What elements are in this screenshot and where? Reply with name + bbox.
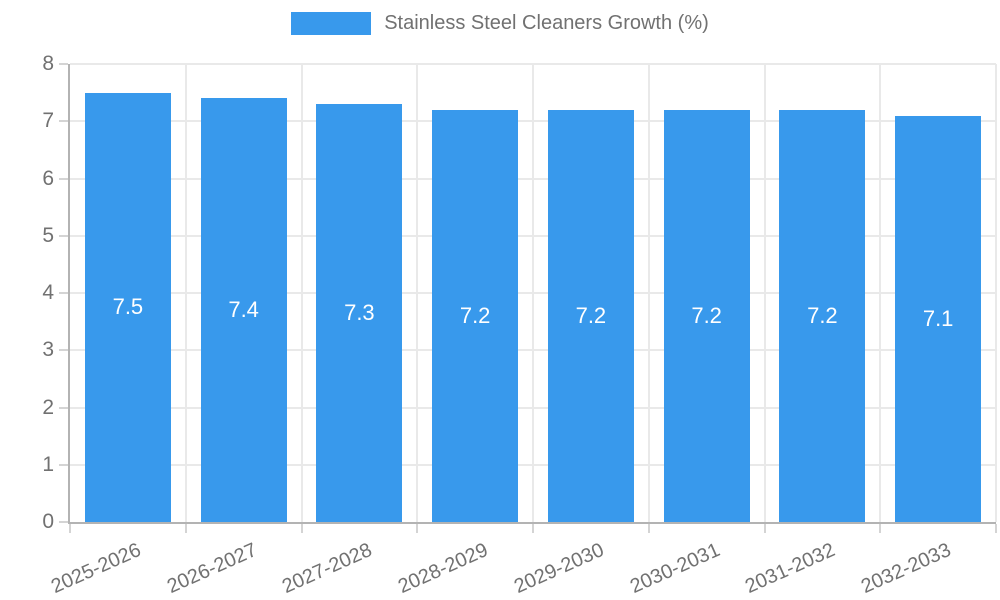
bar-value-label: 7.4 xyxy=(228,297,259,323)
bar[interactable] xyxy=(663,109,750,522)
bar-value-label: 7.1 xyxy=(922,305,954,331)
y-axis-tick-label: 6 xyxy=(42,166,54,190)
x-axis-tick-label: 2031-2032 xyxy=(742,538,839,598)
x-axis-tick xyxy=(879,524,882,533)
y-axis-tick-label: 4 xyxy=(42,281,54,304)
bar[interactable] xyxy=(547,109,634,522)
bar[interactable] xyxy=(316,104,403,522)
y-axis-tick xyxy=(59,349,68,352)
bar-value-label: 7.2 xyxy=(575,302,607,328)
x-axis-tick xyxy=(647,524,650,533)
x-axis-tick-label: 2030-2031 xyxy=(626,538,723,598)
x-axis-tick-label: 2029-2030 xyxy=(510,538,608,598)
y-axis-tick xyxy=(59,406,68,409)
gridline-vertical xyxy=(300,64,303,522)
y-axis-tick-label: 3 xyxy=(42,338,54,362)
x-axis-tick xyxy=(300,524,303,533)
y-axis-tick xyxy=(59,463,68,466)
gridline-vertical xyxy=(879,64,882,522)
x-axis-tick-label: 2028-2029 xyxy=(395,538,492,598)
gridline-vertical xyxy=(184,64,187,522)
legend-swatch-icon xyxy=(291,12,372,35)
bar[interactable] xyxy=(84,92,171,522)
gridline-vertical xyxy=(532,64,534,522)
y-axis-tick xyxy=(59,521,68,523)
chart-legend[interactable]: Stainless Steel Cleaners Growth (%) xyxy=(0,12,1000,35)
x-axis-tick-label: 2025-2026 xyxy=(47,538,145,598)
x-axis-tick-label: 2026-2027 xyxy=(163,538,260,598)
bar[interactable] xyxy=(432,109,519,522)
plot-area: 0 1 2 3 4 5 6 7 8 7.5 2025-2026 7.4 2026-2027 7.3 2027… xyxy=(42,52,997,598)
y-axis-tick xyxy=(59,292,68,294)
x-axis-tick xyxy=(69,524,71,533)
x-axis-tick xyxy=(532,524,534,533)
bar-value-label: 7.5 xyxy=(112,294,144,320)
bar[interactable] xyxy=(200,98,287,522)
x-axis-tick xyxy=(184,524,187,533)
y-axis-tick-label: 7 xyxy=(42,109,54,133)
bar[interactable] xyxy=(779,109,866,522)
gridline-vertical xyxy=(763,64,766,522)
y-axis-tick-label: 8 xyxy=(42,52,54,75)
x-axis-tick-label: 2032-2033 xyxy=(858,538,955,598)
bar-value-label: 7.2 xyxy=(459,302,491,328)
gridline-vertical xyxy=(995,64,997,522)
bar[interactable] xyxy=(895,115,982,522)
y-axis-tick xyxy=(59,120,68,123)
y-axis-tick xyxy=(59,234,68,237)
y-axis-tick-label: 2 xyxy=(42,395,54,419)
y-axis-tick-label: 5 xyxy=(42,223,54,247)
x-axis-tick xyxy=(995,524,997,533)
y-axis-tick xyxy=(59,63,68,65)
legend-label: Stainless Steel Cleaners Growth (%) xyxy=(384,12,709,34)
gridline-vertical xyxy=(647,64,650,522)
bar-value-label: 7.3 xyxy=(344,300,375,326)
gridline-vertical xyxy=(416,64,419,522)
x-axis-tick xyxy=(416,524,419,533)
y-axis-tick xyxy=(59,177,68,180)
bar-value-label: 7.2 xyxy=(807,302,838,328)
x-axis-tick xyxy=(763,524,766,533)
y-axis-tick-label: 1 xyxy=(42,452,54,476)
y-axis-tick-label: 0 xyxy=(42,510,54,533)
bar-value-label: 7.2 xyxy=(691,302,722,328)
x-axis-tick-label: 2027-2028 xyxy=(279,538,376,598)
